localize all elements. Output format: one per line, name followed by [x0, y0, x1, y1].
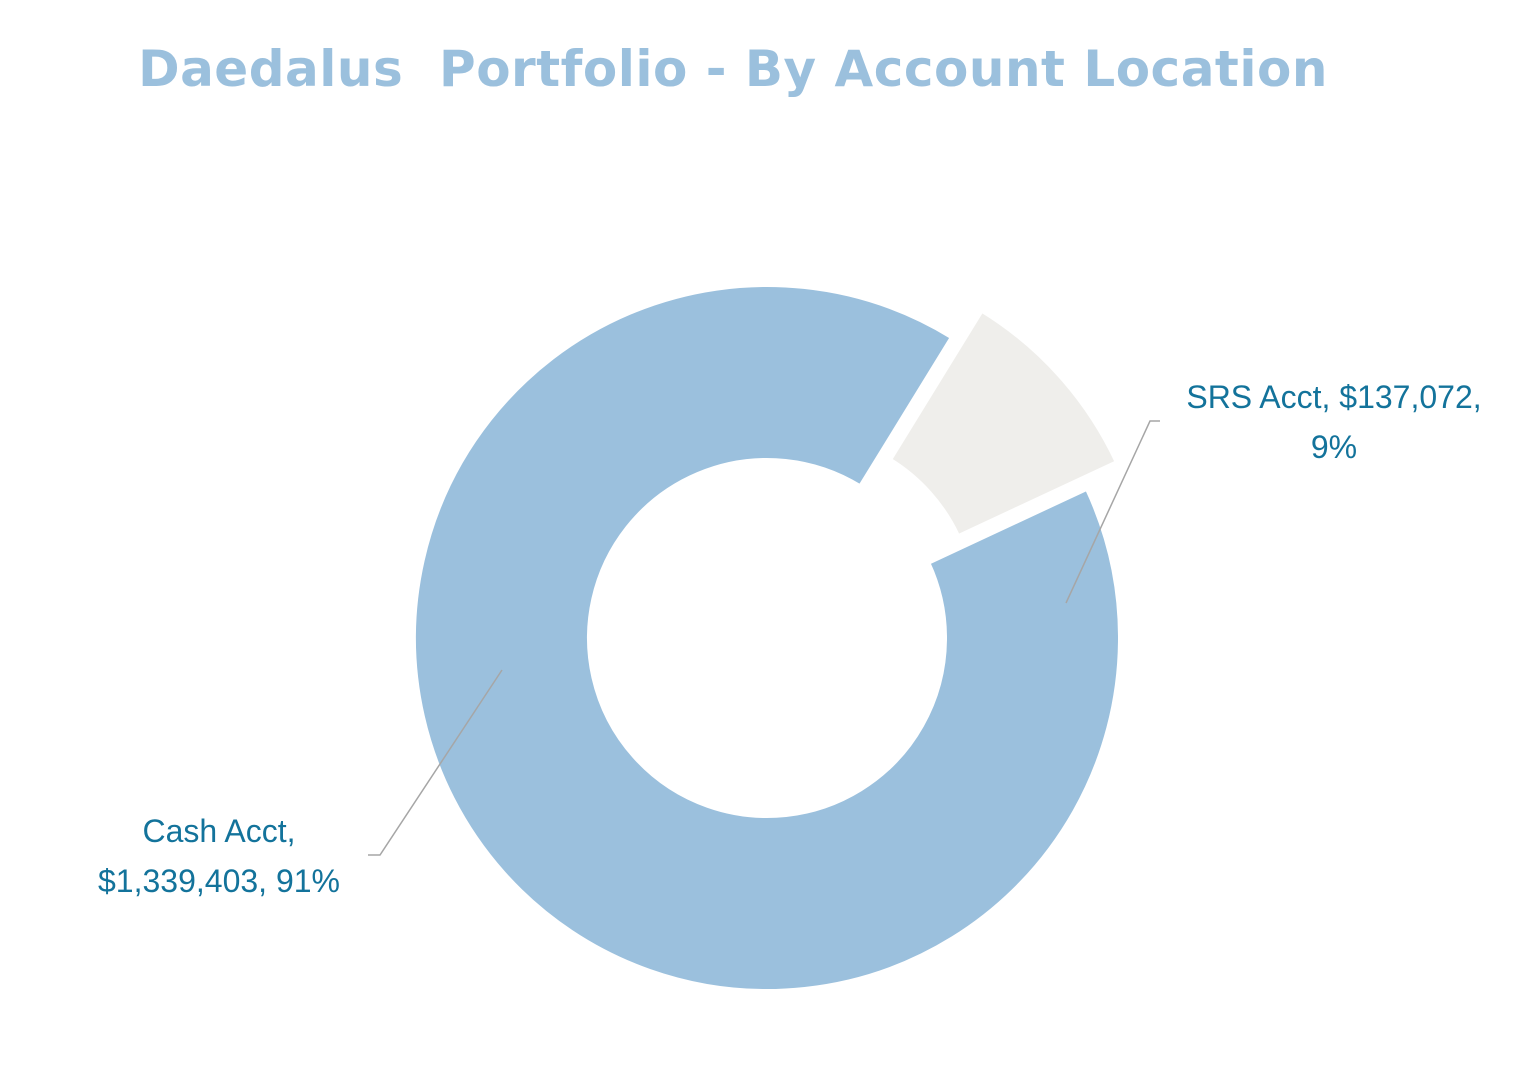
- data-label-line: SRS Acct, $137,072,: [1186, 379, 1481, 415]
- data-label-cash-acct: Cash Acct, $1,339,403, 91%: [98, 813, 340, 899]
- data-label-srs-acct: SRS Acct, $137,072, 9%: [1186, 379, 1481, 465]
- leader-line-cash-acct: [368, 669, 503, 856]
- data-label-line: Cash Acct,: [143, 813, 296, 849]
- donut-slices: [412, 283, 1122, 993]
- chart-title: Daedalus Portfolio - By Account Location: [138, 40, 1328, 98]
- leader-line-srs-acct: [1065, 420, 1160, 604]
- data-label-line: $1,339,403, 91%: [98, 863, 340, 899]
- slice-cash-acct: [412, 283, 1122, 993]
- data-labels: Cash Acct, $1,339,403, 91% SRS Acct, $137,…: [98, 379, 1482, 899]
- slice-srs-acct: [887, 307, 1120, 539]
- leader-lines: [368, 420, 1160, 856]
- data-label-line: 9%: [1311, 429, 1357, 465]
